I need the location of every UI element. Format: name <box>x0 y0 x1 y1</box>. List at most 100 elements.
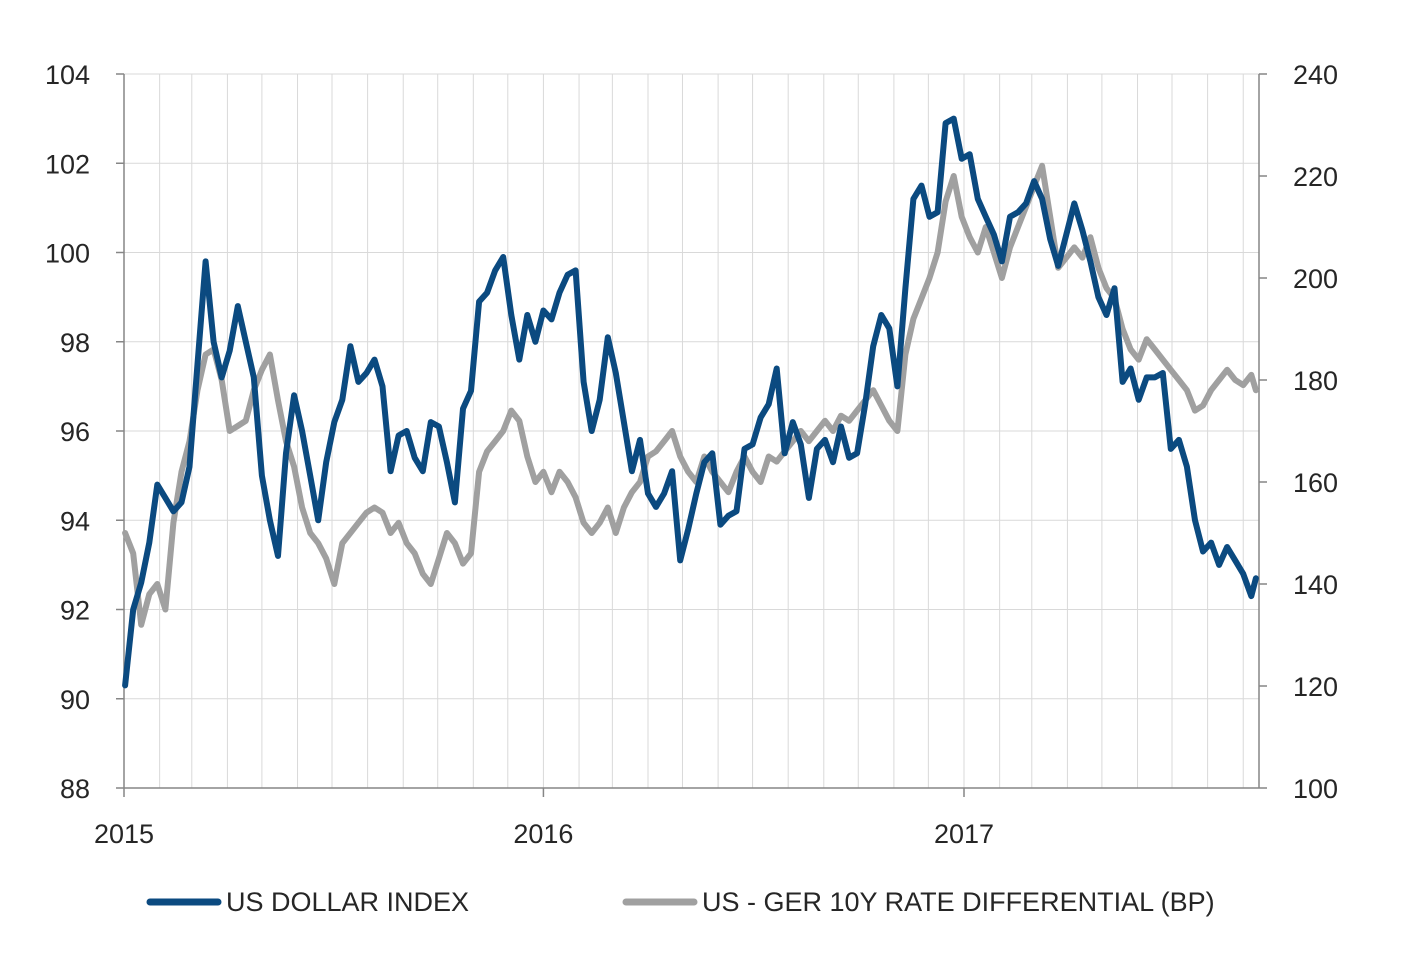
data-point <box>637 437 643 443</box>
data-point <box>693 490 699 497</box>
data-point <box>830 459 836 465</box>
data-point <box>1253 387 1259 393</box>
data-point <box>146 591 152 597</box>
data-point <box>1224 544 1230 550</box>
data-point <box>540 469 547 475</box>
data-point <box>162 606 168 613</box>
data-point <box>918 295 925 301</box>
left-tick-label: 96 <box>60 417 90 447</box>
data-point <box>774 459 780 465</box>
data-point <box>701 459 707 465</box>
data-point <box>299 504 305 511</box>
data-point <box>548 489 555 495</box>
data-point <box>1192 517 1198 523</box>
data-point <box>307 473 313 479</box>
data-point <box>959 156 965 162</box>
data-point <box>227 428 233 434</box>
data-point <box>621 504 627 511</box>
data-point <box>1128 346 1134 352</box>
data-point <box>138 622 144 628</box>
data-point <box>516 418 522 424</box>
data-point <box>1184 387 1190 393</box>
left-tick-label: 100 <box>45 239 90 269</box>
data-point <box>629 468 635 474</box>
left-tick-label: 92 <box>60 596 90 626</box>
data-point <box>548 316 555 322</box>
data-point <box>1095 294 1101 300</box>
data-point <box>420 468 426 474</box>
data-point <box>1160 357 1166 363</box>
data-point <box>1111 285 1118 291</box>
data-point <box>186 464 193 470</box>
data-point <box>943 120 949 126</box>
data-point <box>1015 209 1021 215</box>
data-point <box>669 428 675 434</box>
data-point <box>846 418 852 424</box>
data-point <box>1047 236 1053 242</box>
data-point <box>1192 408 1198 414</box>
data-point <box>910 316 917 322</box>
data-point <box>267 351 273 358</box>
data-point <box>621 419 627 425</box>
data-point <box>1015 224 1021 230</box>
data-point <box>1216 562 1222 568</box>
data-point <box>814 446 820 452</box>
data-point <box>902 351 909 358</box>
data-point <box>878 312 884 318</box>
data-point <box>291 464 297 470</box>
data-point <box>211 339 217 345</box>
data-point <box>355 520 361 526</box>
data-point <box>468 550 474 557</box>
data-point <box>1039 196 1045 202</box>
data-point <box>806 495 812 501</box>
data-point <box>959 214 965 220</box>
data-point <box>581 379 587 385</box>
data-point <box>999 258 1005 264</box>
data-point <box>275 397 281 403</box>
data-point <box>460 406 466 412</box>
data-point <box>524 453 530 460</box>
data-point <box>790 419 796 425</box>
data-point <box>733 469 740 475</box>
data-point <box>870 387 876 393</box>
data-point <box>283 450 289 456</box>
data-point <box>750 441 756 447</box>
data-point <box>1120 379 1126 385</box>
data-point <box>162 495 168 501</box>
data-point <box>516 357 522 363</box>
gridlines <box>123 73 1259 789</box>
data-point <box>532 479 539 485</box>
data-point <box>1023 200 1029 206</box>
data-point <box>830 428 836 434</box>
data-point <box>1184 464 1190 470</box>
data-point <box>1200 548 1206 555</box>
data-point <box>573 494 579 500</box>
data-point <box>323 459 329 465</box>
data-point <box>677 453 683 460</box>
data-point <box>1232 377 1238 383</box>
data-point <box>677 557 683 564</box>
data-point <box>1087 234 1093 240</box>
data-point <box>1136 397 1142 403</box>
data-point <box>661 438 667 444</box>
data-point <box>1007 244 1013 250</box>
data-point <box>259 367 265 373</box>
data-point <box>1087 258 1093 264</box>
data-point <box>1055 263 1061 269</box>
data-point <box>613 370 619 376</box>
data-point <box>613 530 619 536</box>
data-point <box>331 581 337 587</box>
data-point <box>733 508 740 514</box>
data-point <box>565 479 571 485</box>
data-point <box>146 540 152 546</box>
data-point <box>460 561 466 567</box>
data-point <box>371 504 378 511</box>
data-point <box>363 370 370 376</box>
data-point <box>339 540 345 546</box>
data-point <box>991 232 997 238</box>
data-point <box>846 455 852 461</box>
data-point <box>1216 377 1222 383</box>
data-point <box>243 418 249 424</box>
data-point <box>766 401 772 407</box>
data-point <box>396 520 402 526</box>
